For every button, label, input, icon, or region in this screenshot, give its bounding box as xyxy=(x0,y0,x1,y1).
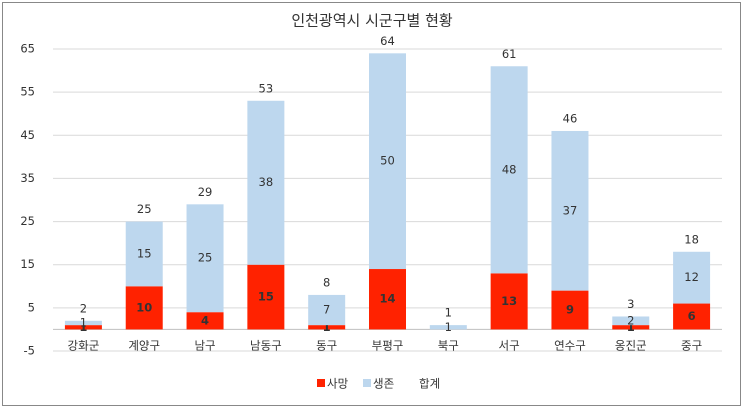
chart-title: 인천광역시 시군구별 현황 xyxy=(291,12,453,30)
legend-swatch xyxy=(363,379,371,387)
y-tick-label: 45 xyxy=(20,128,35,142)
data-label: 48 xyxy=(502,162,517,176)
y-tick-label: 65 xyxy=(20,42,35,56)
x-tick-label: 북구 xyxy=(438,339,459,353)
total-label: 29 xyxy=(198,185,213,199)
bar-segment xyxy=(308,294,346,326)
data-label: 10 xyxy=(136,300,152,314)
total-label: 2 xyxy=(80,301,87,315)
total-label: 1 xyxy=(445,306,452,320)
data-label: 1 xyxy=(627,320,635,334)
bar-segment xyxy=(673,303,711,330)
x-tick-label: 동구 xyxy=(316,339,337,353)
data-label: 1 xyxy=(323,320,331,334)
bar-segment xyxy=(612,316,650,326)
data-label: 15 xyxy=(137,246,152,260)
y-tick-label: 5 xyxy=(28,300,35,314)
data-label: 7 xyxy=(323,303,330,317)
total-label: 64 xyxy=(380,34,395,48)
bar-segment xyxy=(125,221,163,287)
legend-label: 합계 xyxy=(419,377,440,391)
x-tick-label: 옹진군 xyxy=(615,339,647,353)
y-tick-label: 15 xyxy=(20,257,35,271)
bar-segment xyxy=(551,290,589,330)
total-label: 61 xyxy=(502,47,517,61)
legend-label: 생존 xyxy=(373,377,394,391)
x-tick-label: 계양구 xyxy=(128,339,160,353)
y-tick-label: 55 xyxy=(20,85,35,99)
x-tick-label: 강화군 xyxy=(68,339,100,353)
bar-segment xyxy=(64,320,102,326)
y-tick-label: -5 xyxy=(24,344,35,358)
data-label: 9 xyxy=(566,303,574,317)
bar-segment xyxy=(186,312,224,330)
total-label: 8 xyxy=(323,275,330,289)
data-label: 13 xyxy=(501,294,517,308)
bar-segment xyxy=(247,264,285,330)
bar-segment xyxy=(186,204,224,313)
legend-swatch xyxy=(317,379,325,387)
data-label: 25 xyxy=(198,251,213,265)
bar-segment xyxy=(247,100,285,265)
total-label: 46 xyxy=(563,111,578,125)
total-label: 18 xyxy=(684,232,699,246)
data-label: 1 xyxy=(79,320,87,334)
x-tick-label: 남구 xyxy=(194,339,215,353)
data-label: 50 xyxy=(380,154,395,168)
legend-label: 사망 xyxy=(327,377,349,391)
bar-segment xyxy=(673,251,711,304)
x-tick-label: 남동구 xyxy=(250,339,282,353)
bar-segment xyxy=(125,286,163,330)
total-label: 3 xyxy=(627,297,634,311)
data-label: 12 xyxy=(684,270,699,284)
bar-segment xyxy=(369,53,406,270)
data-label: 15 xyxy=(258,290,274,304)
bar-segment xyxy=(308,325,346,330)
x-tick-label: 연수구 xyxy=(554,339,586,353)
bar-segment xyxy=(490,273,528,330)
data-label: 4 xyxy=(201,313,209,327)
data-label: 37 xyxy=(563,203,578,217)
data-label: 2 xyxy=(627,313,634,327)
bar-segment xyxy=(551,130,589,291)
total-label: 53 xyxy=(259,81,274,95)
data-label: 1 xyxy=(80,315,87,329)
bar-segment xyxy=(429,325,467,330)
x-tick-label: 서구 xyxy=(499,339,520,353)
data-label: 1 xyxy=(445,320,452,334)
total-label: 25 xyxy=(137,202,152,216)
bar-segment xyxy=(369,269,406,330)
y-tick-label: 25 xyxy=(20,214,35,228)
x-tick-label: 부평구 xyxy=(372,339,404,353)
bar-segment xyxy=(612,325,650,330)
data-label: 14 xyxy=(379,292,395,306)
y-tick-label: 35 xyxy=(20,171,35,185)
data-label: 38 xyxy=(259,175,274,189)
x-tick-label: 중구 xyxy=(681,339,702,353)
bar-segment xyxy=(490,66,528,274)
data-label: 6 xyxy=(688,309,696,323)
bar-segment xyxy=(64,325,102,330)
